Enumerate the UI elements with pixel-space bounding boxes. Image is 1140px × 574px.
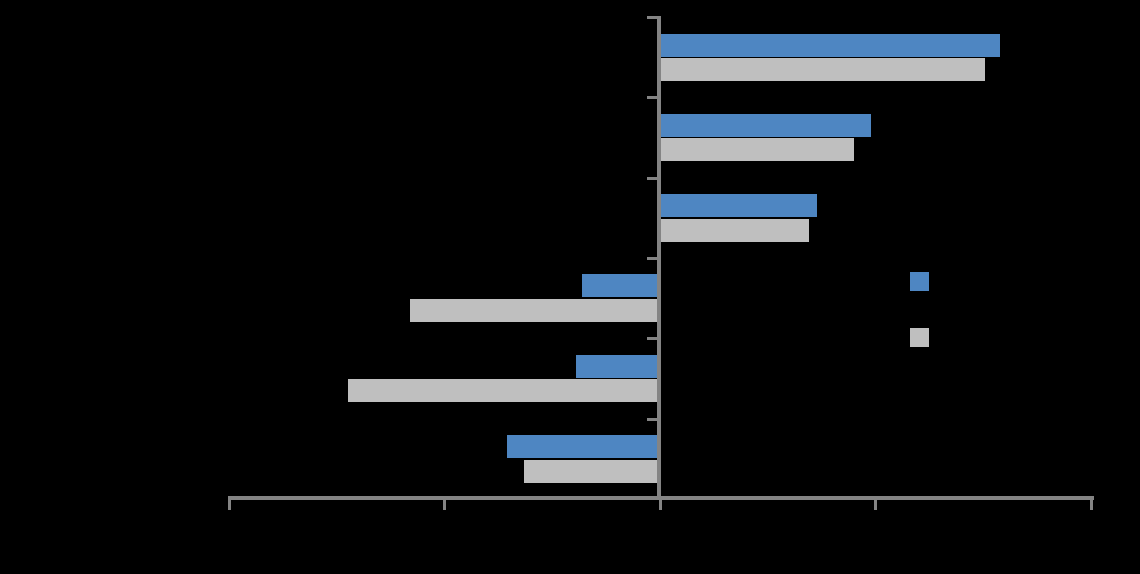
y-axis-line <box>657 16 661 498</box>
bar-series-blue-cat2 <box>660 113 872 137</box>
y-axis-tick <box>647 337 657 341</box>
x-axis-tick <box>874 500 877 510</box>
legend-swatch-gray <box>910 328 929 347</box>
bar-series-blue-cat6 <box>506 435 660 459</box>
x-axis-tick <box>443 500 446 510</box>
y-axis-tick <box>647 176 657 180</box>
bar-series-blue-cat3 <box>660 194 818 218</box>
x-axis-tick <box>1089 500 1093 510</box>
bar-series-blue-cat1 <box>660 33 1001 57</box>
y-axis-tick <box>647 96 657 100</box>
x-axis-line <box>228 496 1094 500</box>
bar-series-gray-cat4 <box>410 298 660 322</box>
legend-swatch-blue <box>910 272 929 291</box>
bar-series-gray-cat5 <box>347 379 660 403</box>
bar-series-gray-cat6 <box>524 459 660 483</box>
bar-series-blue-cat4 <box>582 274 660 298</box>
bar-series-gray-cat3 <box>660 218 809 242</box>
x-axis-tick <box>658 500 662 510</box>
y-axis-tick <box>647 256 657 260</box>
bar-series-blue-cat5 <box>575 354 660 378</box>
y-axis-tick <box>647 16 657 19</box>
x-axis-tick <box>227 500 231 510</box>
bar-series-gray-cat2 <box>660 138 854 162</box>
bar-series-gray-cat1 <box>660 58 986 81</box>
y-axis-tick <box>647 417 657 421</box>
